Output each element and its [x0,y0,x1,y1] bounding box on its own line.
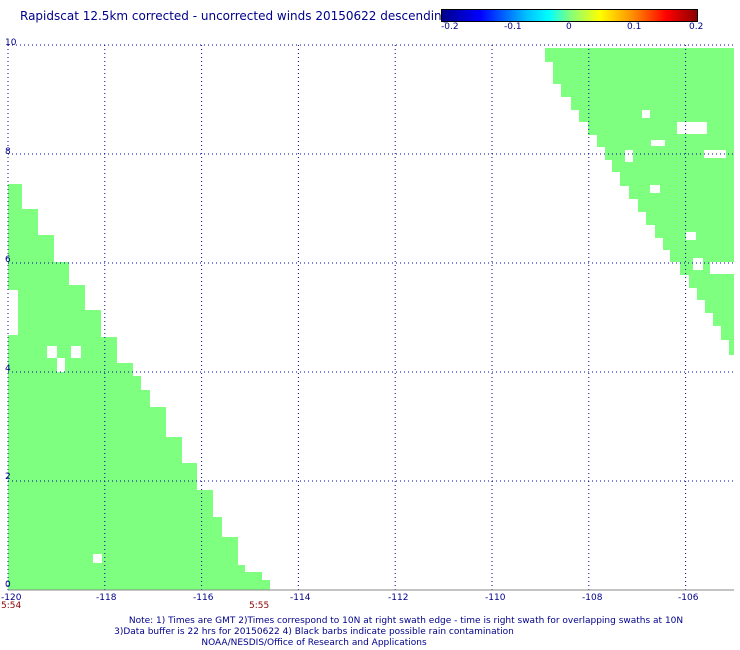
swath-cell [697,288,734,300]
swath-cell [663,238,734,250]
swath-cell [8,565,245,572]
colorbar-tick: -0.1 [504,22,522,32]
swath-cell [571,97,734,110]
map-title: Rapidscat 12.5km corrected - uncorrected… [20,9,450,23]
swath-cell [8,310,101,337]
x-tick-label: -110 [485,593,506,603]
swath-cell [8,437,182,463]
swath-cell [8,517,222,537]
x-tick-label: -106 [678,593,699,603]
swath-cell [597,135,734,147]
swath-cell [588,122,734,135]
missing-cell [642,110,650,118]
swath-cell [561,84,734,97]
y-tick-label: 0 [5,580,11,590]
colorbar-tick: 0.2 [689,22,704,32]
swath-cell [646,212,734,225]
x-tick-label: -114 [290,593,311,603]
swath-cell [553,62,734,84]
y-tick-label: 10 [5,38,17,48]
y-tick-label: 4 [5,364,11,374]
grid-lines [7,44,734,591]
swath-cell [689,275,734,288]
footnote-line-1: Note: 1) Times are GMT 2)Times correspon… [128,616,684,626]
swath-cell [705,300,734,313]
missing-cell [8,290,18,335]
footnote-line-3: NOAA/NESDIS/Office of Research and Appli… [201,638,427,648]
swath-time-label: 5:55 [249,601,270,611]
x-tick-label: -108 [582,593,603,603]
missing-cell [71,346,81,358]
swath-cell [8,235,54,262]
swath-cell [605,147,734,160]
y-tick-label: 2 [5,472,11,482]
swath-cell [8,209,38,235]
swath-cell [8,262,69,285]
missing-cell [704,150,726,158]
swath-cell [8,363,133,376]
missing-cell [651,140,665,146]
swath-cell [620,172,734,186]
swath-cell [8,572,262,580]
x-tick-label: -120 [1,593,22,603]
swath-cell [8,184,22,209]
swath-cell [579,110,734,122]
swath-cell [655,225,734,238]
swath-cell [8,376,141,390]
swath-cell [545,48,734,62]
swath-cell [8,580,270,590]
missing-cell [625,150,633,162]
x-tick-label: -118 [96,593,117,603]
missing-cell [710,262,734,274]
y-tick-label: 8 [5,147,11,157]
swath-time-label: 5:54 [1,601,22,611]
x-tick-label: -116 [193,593,214,603]
swath-cell [8,537,238,565]
swath-cell [729,340,734,355]
swath-cell [8,285,85,310]
missing-cell [93,554,102,563]
colorbar-tick: 0 [566,22,572,32]
missing-cell [47,346,57,358]
swath-cell [8,390,150,407]
swath-cell [629,186,734,199]
swath-cell [8,463,197,490]
footnote-line-2: 3)Data buffer is 22 hrs for 20150622 4) … [114,627,514,637]
missing-cell [686,232,696,240]
missing-cell [57,358,65,372]
colorbar [441,9,698,22]
missing-cell [693,258,703,270]
swath-cells [8,48,734,590]
colorbar-tick: -0.2 [441,22,459,32]
swath-cell [8,407,166,437]
swath-cell [721,326,734,340]
swath-cell [8,490,213,517]
missing-cell [677,122,707,134]
swath-cell [612,160,734,172]
swath-cell [713,313,734,326]
y-tick-label: 6 [5,255,11,265]
x-tick-label: -112 [388,593,409,603]
colorbar-tick: 0.1 [627,22,642,32]
missing-cell [650,185,660,193]
